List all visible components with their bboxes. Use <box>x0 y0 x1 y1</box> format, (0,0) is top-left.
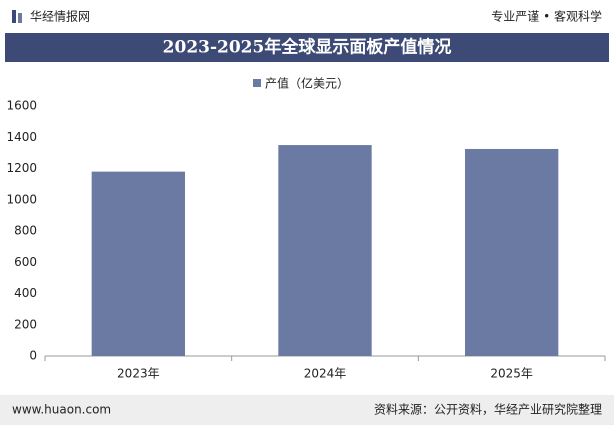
y-tick-label: 1000 <box>6 192 37 206</box>
x-tick-label: 2024年 <box>304 367 347 381</box>
y-tick-label: 1400 <box>6 130 37 144</box>
y-tick-label: 600 <box>14 255 37 269</box>
bar <box>465 148 559 356</box>
website: www.huaon.com <box>12 403 111 417</box>
logo-mark <box>12 10 16 23</box>
x-tick-label: 2025年 <box>490 367 533 381</box>
legend-swatch <box>253 79 261 87</box>
slogan: 专业严谨 • 客观科学 <box>491 9 602 24</box>
chart-title: 2023-2025年全球显示面板产值情况 <box>163 37 452 58</box>
bar <box>91 171 185 356</box>
logo-mark <box>18 13 22 23</box>
y-tick-label: 1200 <box>6 161 37 175</box>
legend-label: 产值（亿美元） <box>265 76 349 91</box>
x-tick-label: 2023年 <box>117 367 160 381</box>
brand: 华经情报网 <box>30 9 90 24</box>
bar <box>278 145 372 356</box>
y-tick-label: 800 <box>14 224 37 238</box>
y-tick-label: 400 <box>14 286 37 300</box>
source: 资料来源：公开资料，华经产业研究院整理 <box>374 402 602 417</box>
y-tick-label: 1600 <box>6 99 37 113</box>
y-tick-label: 200 <box>14 317 37 331</box>
title-banner <box>5 33 609 62</box>
y-tick-label: 0 <box>29 349 37 363</box>
footer-band <box>0 395 614 425</box>
